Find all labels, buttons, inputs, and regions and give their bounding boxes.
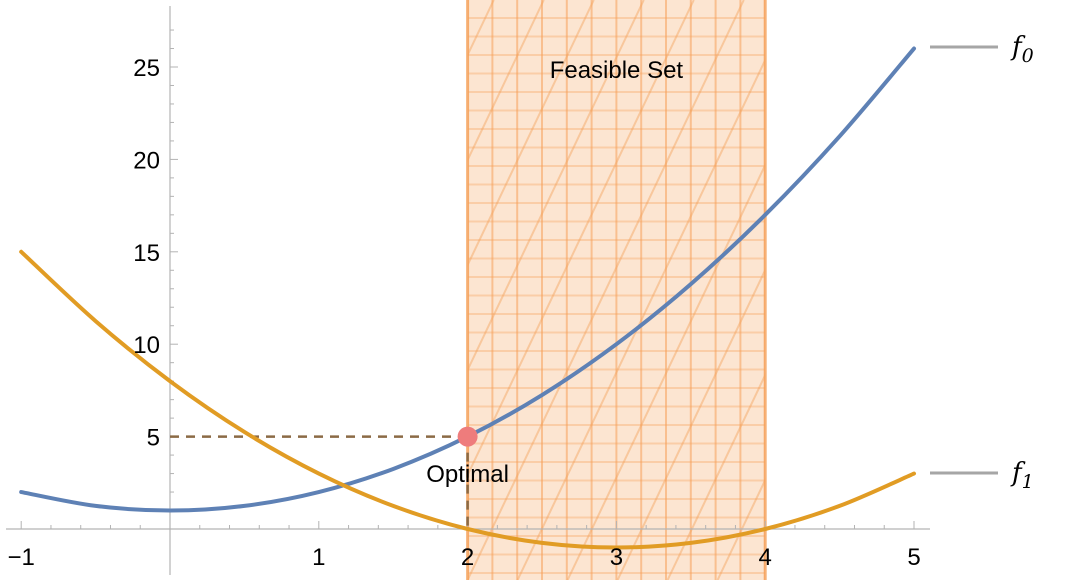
x-tick-label: 5 [907, 544, 920, 571]
feasible-set-label: Feasible Set [550, 57, 684, 84]
x-axis-tick-labels: −1 1 2 3 4 5 [8, 544, 921, 571]
x-tick-label: 4 [759, 544, 772, 571]
y-tick-label: 20 [133, 147, 160, 174]
x-tick-label: 1 [312, 544, 325, 571]
feasible-set-mesh [467, 0, 766, 580]
legend-label-subscript: 1 [1022, 471, 1034, 493]
series-line-f0 [19, 46, 916, 513]
y-tick-label: 25 [133, 55, 160, 82]
optimal-guide-lines [170, 435, 469, 529]
legend-label: f0 [1010, 32, 1034, 67]
series-line-f1 [19, 249, 916, 550]
x-tick-label: −1 [8, 544, 35, 571]
legend-item-f0: f0 [930, 32, 1034, 67]
legend: f0 f1 [930, 32, 1034, 493]
legend-label: f1 [1010, 458, 1034, 493]
y-tick-label: 5 [147, 425, 160, 452]
feasible-set-region [466, 0, 767, 580]
optimal-label: Optimal [426, 461, 509, 488]
legend-label-subscript: 0 [1022, 45, 1034, 67]
legend-item-f1: f1 [930, 458, 1034, 493]
y-axis-tick-labels: 5 10 15 20 25 [133, 55, 160, 452]
optimal-point-marker [457, 426, 478, 447]
y-tick-label: 10 [133, 332, 160, 359]
x-tick-label: 2 [461, 544, 474, 571]
x-tick-label: 3 [610, 544, 623, 571]
series-curves [19, 46, 916, 550]
y-tick-label: 15 [133, 240, 160, 267]
